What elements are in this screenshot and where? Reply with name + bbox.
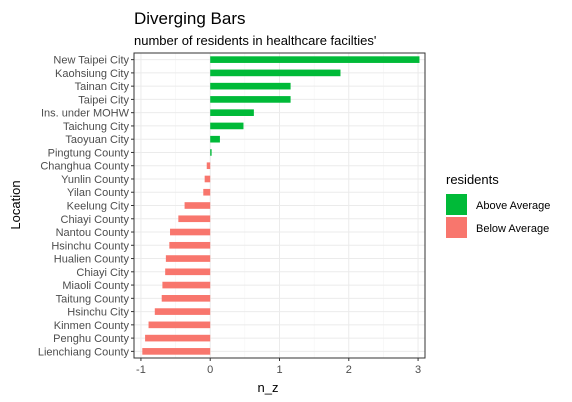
bar: [148, 321, 211, 329]
bar: [170, 228, 211, 236]
y-tick-label: Tainan City: [75, 81, 130, 93]
y-tick-label: Yunlin County: [61, 174, 129, 186]
bar: [210, 122, 244, 130]
y-tick-label: Nantou County: [56, 227, 130, 239]
x-tick-label: 1: [276, 364, 282, 376]
legend-swatch: [446, 217, 467, 238]
bar: [178, 215, 211, 223]
y-tick-label: Kinmen County: [54, 320, 130, 332]
bar: [210, 96, 291, 103]
legend-swatch: [446, 194, 467, 215]
bar: [142, 348, 211, 355]
x-tick-label: 2: [346, 364, 352, 376]
y-tick-label: Hsinchu City: [67, 307, 129, 319]
y-tick-label: Miaoli County: [62, 280, 129, 292]
y-axis-title: Location: [8, 180, 23, 229]
y-tick-label: Taipei City: [78, 94, 129, 106]
y-tick-label: Taichung City: [63, 121, 130, 133]
legend: residents Above Average Below Average: [446, 172, 550, 238]
chart-title: Diverging Bars: [134, 9, 246, 28]
bar: [161, 295, 211, 302]
bar: [162, 281, 211, 289]
bar: [210, 109, 254, 116]
y-tick-label: Ins. under MOHW: [41, 108, 130, 120]
bar: [204, 175, 211, 183]
y-tick-label: Lienchiang County: [38, 346, 130, 358]
y-tick-label: New Taipei City: [53, 55, 129, 67]
bar: [145, 334, 211, 342]
bar: [165, 268, 211, 276]
x-tick-label: 3: [415, 364, 421, 376]
bar: [210, 56, 420, 63]
y-tick-label: Pingtung County: [48, 147, 130, 159]
x-axis-title: n_z: [258, 380, 279, 395]
bar: [210, 149, 212, 156]
y-tick-label: Yilan County: [67, 187, 129, 199]
legend-label: Below Average: [476, 223, 549, 235]
y-tick-label: Hsinchu County: [51, 240, 129, 252]
y-tick-label: Penghu County: [53, 333, 129, 345]
y-tick-label: Chiayi City: [76, 267, 129, 279]
y-tick-label: Keelung City: [67, 201, 130, 213]
y-tick-label: Hualien County: [54, 254, 130, 266]
y-tick-label: Changhua County: [40, 161, 129, 173]
bar: [165, 255, 211, 262]
bar: [203, 188, 211, 196]
y-tick-label: Taitung County: [56, 293, 130, 305]
bar: [206, 162, 211, 170]
bar: [210, 135, 220, 143]
x-tick-label: 0: [207, 364, 213, 376]
bar: [169, 241, 211, 249]
x-tick-label: -1: [136, 364, 146, 376]
bar: [210, 69, 341, 77]
bar: [154, 308, 211, 315]
legend-title: residents: [446, 172, 499, 187]
bar: [210, 82, 291, 90]
chart-subtitle: number of residents in healthcare facilt…: [134, 33, 376, 48]
legend-label: Above Average: [476, 200, 550, 212]
bar: [184, 202, 211, 209]
y-tick-label: Kaohsiung City: [55, 68, 129, 80]
y-tick-label: Chiayi County: [61, 214, 130, 226]
y-tick-label: Taoyuan City: [65, 134, 129, 146]
